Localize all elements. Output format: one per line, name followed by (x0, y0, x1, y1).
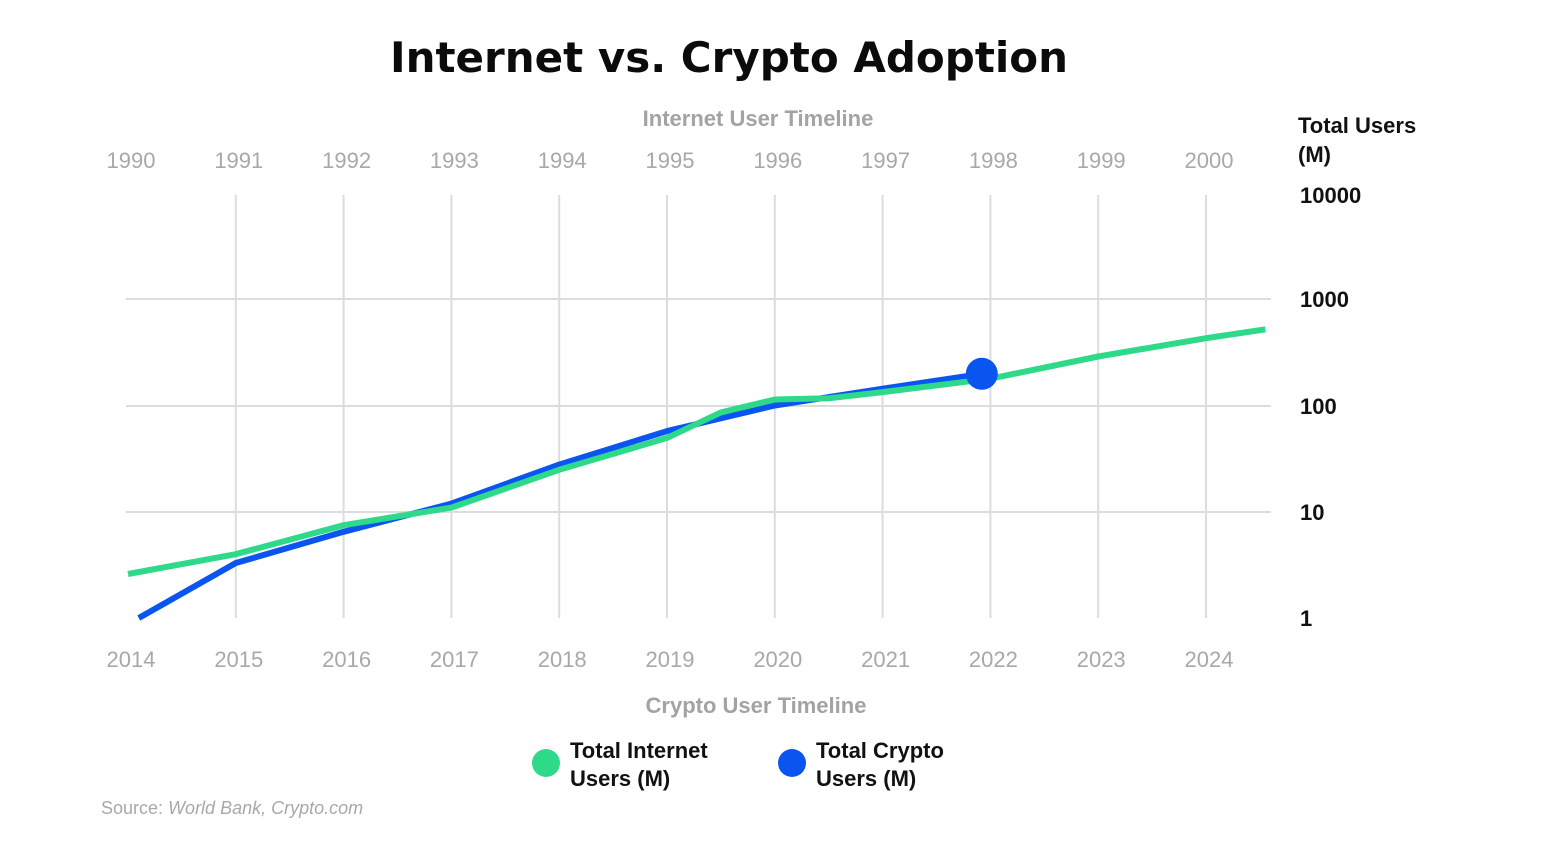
legend-label-internet-line2: Users (M) (570, 766, 670, 791)
source-note: Source: World Bank, Crypto.com (101, 798, 363, 818)
legend-marker-internet (532, 749, 560, 777)
y-tick-label: 10 (1300, 500, 1324, 525)
top-tick-label: 1999 (1077, 148, 1126, 173)
bottom-tick-label: 2019 (646, 647, 695, 672)
top-tick-label: 1993 (430, 148, 479, 173)
y-tick-label: 1000 (1300, 287, 1349, 312)
top-tick-label: 1994 (538, 148, 587, 173)
legend-label-crypto-line1: Total Crypto (816, 738, 944, 763)
bottom-tick-label: 2016 (322, 647, 371, 672)
legend-label-crypto-line2: Users (M) (816, 766, 916, 791)
top-tick-label: 1992 (322, 148, 371, 173)
bottom-tick-label: 2020 (753, 647, 802, 672)
bottom-axis-title: Crypto User Timeline (646, 693, 867, 718)
bottom-tick-label: 2018 (538, 647, 587, 672)
top-tick-label: 1997 (861, 148, 910, 173)
grid (126, 195, 1271, 618)
top-axis-title: Internet User Timeline (643, 106, 874, 131)
crypto-users-line (137, 370, 983, 621)
y-axis-title-line2: (M) (1298, 142, 1331, 167)
bottom-axis-ticks: 2014 2015 2016 2017 2018 2019 2020 2021 2022 2023… (107, 647, 1234, 672)
y-tick-label: 100 (1300, 394, 1337, 419)
bottom-tick-label: 2017 (430, 647, 479, 672)
chart-title: Internet vs. Crypto Adoption (390, 33, 1068, 82)
source-text: World Bank, Crypto.com (168, 798, 363, 818)
bottom-tick-label: 2023 (1077, 647, 1126, 672)
legend-marker-crypto (778, 749, 806, 777)
top-axis-ticks: 1990 1991 1992 1993 1994 1995 1996 1997 1998 1999… (107, 148, 1234, 173)
legend: Total Internet Users (M) Total Crypto Us… (532, 738, 944, 791)
bottom-tick-label: 2021 (861, 647, 910, 672)
top-tick-label: 1995 (646, 148, 695, 173)
y-axis-ticks: 1 10 100 1000 10000 (1300, 183, 1361, 631)
top-tick-label: 2000 (1185, 148, 1234, 173)
y-tick-label: 10000 (1300, 183, 1361, 208)
top-tick-label: 1991 (214, 148, 263, 173)
top-tick-label: 1990 (107, 148, 156, 173)
top-tick-label: 1996 (753, 148, 802, 173)
bottom-tick-label: 2024 (1185, 647, 1234, 672)
series-group (127, 326, 1266, 621)
top-tick-label: 1998 (969, 148, 1018, 173)
legend-label-internet-line1: Total Internet (570, 738, 708, 763)
internet-users-line (127, 326, 1266, 577)
y-axis-title-line1: Total Users (1298, 113, 1416, 138)
crypto-current-marker (965, 357, 998, 390)
bottom-tick-label: 2015 (214, 647, 263, 672)
source-label: Source: (101, 798, 163, 818)
bottom-tick-label: 2014 (107, 647, 156, 672)
y-tick-label: 1 (1300, 606, 1312, 631)
bottom-tick-label: 2022 (969, 647, 1018, 672)
